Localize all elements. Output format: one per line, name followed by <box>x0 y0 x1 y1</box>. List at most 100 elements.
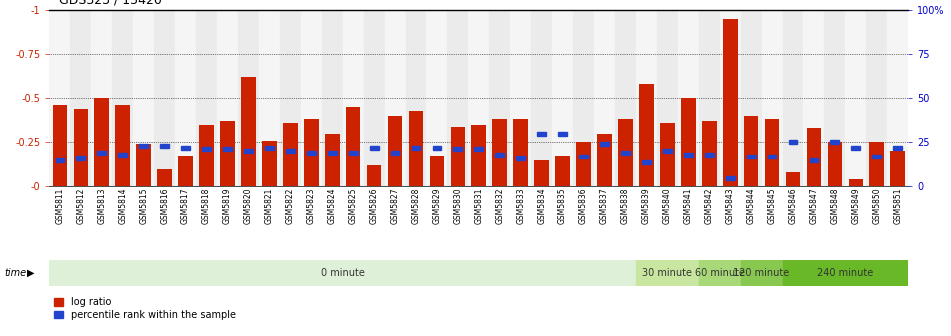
Bar <box>349 151 358 155</box>
Bar <box>52 106 68 186</box>
Bar <box>890 151 905 186</box>
Bar <box>597 134 611 186</box>
Bar <box>342 10 363 186</box>
Bar <box>325 134 340 186</box>
Legend: log ratio, percentile rank within the sample: log ratio, percentile rank within the sa… <box>54 297 236 320</box>
Bar <box>639 84 653 186</box>
Bar <box>825 10 845 186</box>
Bar <box>534 160 549 186</box>
Bar <box>741 10 762 186</box>
Bar <box>433 146 441 150</box>
Bar <box>555 157 570 186</box>
Bar <box>265 146 274 150</box>
Bar <box>76 156 86 160</box>
Bar <box>663 149 671 153</box>
Bar <box>788 140 797 144</box>
Bar <box>286 149 295 153</box>
Bar <box>259 10 280 186</box>
Bar <box>475 148 483 152</box>
Bar <box>307 151 316 155</box>
Bar <box>136 144 151 186</box>
Bar <box>328 151 337 155</box>
Bar <box>370 146 378 150</box>
Bar <box>490 10 511 186</box>
Bar <box>615 10 636 186</box>
Bar <box>636 260 699 286</box>
Bar <box>223 148 232 152</box>
Bar <box>869 142 884 186</box>
Bar <box>594 10 615 186</box>
Bar <box>618 119 632 186</box>
Bar <box>684 153 692 157</box>
Bar <box>91 10 112 186</box>
Bar <box>55 158 65 162</box>
Bar <box>154 10 175 186</box>
Text: 30 minute: 30 minute <box>642 268 692 278</box>
Bar <box>388 116 402 186</box>
Bar <box>600 142 609 146</box>
Text: 0 minute: 0 minute <box>320 268 364 278</box>
Bar <box>576 142 591 186</box>
Bar <box>70 10 91 186</box>
Bar <box>747 155 755 159</box>
Bar <box>726 176 734 180</box>
Bar <box>426 10 447 186</box>
Text: 60 minute: 60 minute <box>694 268 745 278</box>
Bar <box>139 144 148 148</box>
Bar <box>681 98 695 186</box>
Bar <box>118 153 127 157</box>
Bar <box>851 146 861 150</box>
Bar <box>809 158 819 162</box>
Bar <box>804 10 825 186</box>
Bar <box>678 10 699 186</box>
Bar <box>242 77 256 186</box>
Bar <box>579 155 588 159</box>
Bar <box>744 116 759 186</box>
Bar <box>511 10 532 186</box>
Text: 120 minute: 120 minute <box>733 268 789 278</box>
Text: 240 minute: 240 minute <box>817 268 874 278</box>
Bar <box>94 98 109 186</box>
Bar <box>283 123 298 186</box>
Bar <box>73 109 88 186</box>
Bar <box>412 146 420 150</box>
Bar <box>472 125 486 186</box>
Bar <box>866 10 887 186</box>
Bar <box>280 10 301 186</box>
Bar <box>157 169 172 186</box>
Bar <box>178 157 193 186</box>
Bar <box>887 10 908 186</box>
Bar <box>553 10 573 186</box>
Bar <box>762 10 783 186</box>
Bar <box>454 148 462 152</box>
Bar <box>621 151 630 155</box>
Bar <box>220 121 235 186</box>
Bar <box>786 172 801 186</box>
Bar <box>872 155 882 159</box>
Bar <box>238 10 259 186</box>
Bar <box>391 151 399 155</box>
Bar <box>532 10 553 186</box>
Bar <box>516 156 525 160</box>
Bar <box>830 140 840 144</box>
Bar <box>765 119 780 186</box>
Text: time: time <box>5 268 27 278</box>
Bar <box>495 153 504 157</box>
Bar <box>573 10 594 186</box>
Bar <box>493 119 507 186</box>
Bar <box>203 148 211 152</box>
Bar <box>699 260 741 286</box>
Bar <box>301 10 321 186</box>
Bar <box>657 10 678 186</box>
Bar <box>199 125 214 186</box>
Bar <box>405 10 426 186</box>
Bar <box>848 179 864 186</box>
Bar <box>827 142 843 186</box>
Bar <box>182 146 190 150</box>
Text: GDS323 / 15420: GDS323 / 15420 <box>59 0 162 7</box>
Bar <box>447 10 468 186</box>
Bar <box>783 260 908 286</box>
Bar <box>783 10 804 186</box>
Bar <box>451 127 465 186</box>
Bar <box>468 10 490 186</box>
